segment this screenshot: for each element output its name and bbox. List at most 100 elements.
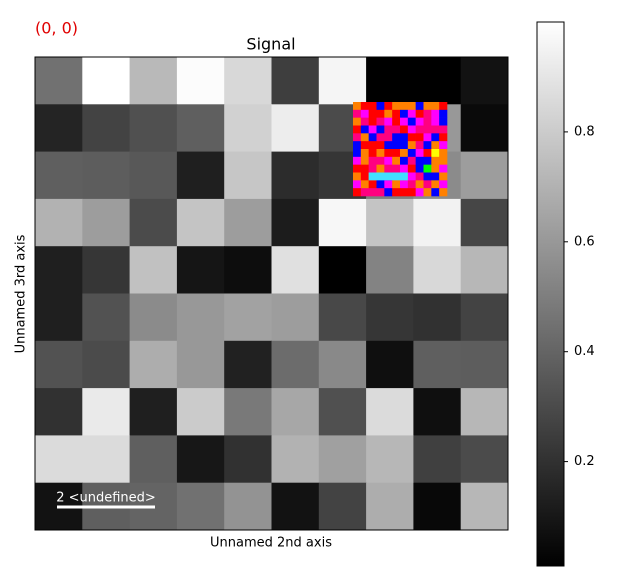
patch-pixel (376, 117, 385, 126)
heatmap-cell (82, 340, 131, 389)
heatmap-cell (271, 482, 320, 531)
heatmap-cell (35, 293, 83, 342)
patch-pixel (360, 117, 369, 126)
patch-pixel (439, 141, 448, 150)
patch-pixel (360, 156, 369, 165)
patch-pixel (392, 117, 401, 126)
patch-pixel (423, 102, 432, 111)
heatmap-cell (176, 293, 225, 342)
patch-pixel (368, 149, 377, 158)
patch-pixel (407, 188, 416, 197)
heatmap-cell (318, 246, 367, 294)
patch-pixel (407, 117, 416, 126)
heatmap-cell (35, 246, 83, 294)
heatmap-cell (35, 435, 83, 484)
heatmap-cell (366, 293, 414, 342)
heatmap-cell (318, 435, 367, 484)
patch-pixel (368, 109, 377, 118)
patch-pixel (415, 149, 424, 158)
patch-pixel (431, 172, 440, 181)
heatmap-cell (413, 198, 462, 247)
patch-pixel (423, 188, 432, 197)
patch-pixel (360, 180, 369, 189)
heatmap-cell (35, 388, 83, 436)
heatmap-cell (460, 151, 509, 200)
patch-pixel (431, 109, 440, 118)
heatmap-cell (129, 104, 178, 153)
patch-pixel (431, 149, 440, 158)
patch-pixel (384, 188, 393, 197)
heatmap-cell (413, 293, 462, 342)
heatmap-cell (224, 482, 272, 531)
patch-pixel (431, 141, 440, 150)
heatmap-cell (82, 198, 131, 247)
heatmap-cell (82, 104, 131, 153)
heatmap-cell (129, 57, 178, 105)
patch-pixel (360, 164, 369, 173)
patch-pixel (439, 156, 448, 165)
patch-pixel (392, 133, 401, 142)
heatmap-cell (271, 246, 320, 294)
colorbar-tick-label: 0.6 (574, 234, 595, 249)
heatmap-cell (82, 57, 131, 105)
patch-pixel (400, 102, 409, 111)
patch-pixel (353, 164, 362, 173)
heatmap-cell (224, 57, 272, 105)
patch-pixel (368, 125, 377, 134)
patch-pixel (415, 133, 424, 142)
patch-pixel (439, 164, 448, 173)
heatmap-cell (129, 246, 178, 294)
heatmap-cell (460, 435, 509, 484)
patch-pixel (431, 188, 440, 197)
heatmap-cell (271, 388, 320, 436)
patch-pixel (439, 109, 448, 118)
patch-pixel (400, 133, 409, 142)
patch-pixel (407, 180, 416, 189)
heatmap-cell (176, 104, 225, 153)
patch-pixel (353, 117, 362, 126)
patch-pixel (360, 149, 369, 158)
patch-pixel (400, 141, 409, 150)
patch-pixel (376, 180, 385, 189)
heatmap-cell (460, 198, 509, 247)
patch-pixel (439, 117, 448, 126)
patch-pixel (407, 109, 416, 118)
patch-pixel (384, 117, 393, 126)
heatmap-cell (413, 246, 462, 294)
overlay-patch (353, 102, 448, 197)
patch-pixel (423, 149, 432, 158)
patch-pixel (431, 125, 440, 134)
patch-pixel (400, 180, 409, 189)
heatmap-cell (413, 435, 462, 484)
colorbar-tick-label: 0.4 (574, 344, 595, 359)
patch-pixel (439, 133, 448, 142)
patch-pixel (376, 109, 385, 118)
heatmap-cell (271, 198, 320, 247)
heatmap-cell (176, 246, 225, 294)
heatmap-cell (129, 293, 178, 342)
patch-pixel (384, 125, 393, 134)
heatmap-cell (129, 340, 178, 389)
patch-pixel (392, 149, 401, 158)
patch-pixel (353, 149, 362, 158)
patch-pixel (384, 133, 393, 142)
heatmap-cell (318, 57, 367, 105)
patch-pixel (368, 133, 377, 142)
patch-pixel (384, 149, 393, 158)
patch-pixel (407, 164, 416, 173)
patch-pixel (384, 102, 393, 111)
patch-pixel (353, 172, 362, 181)
plot-frame (34, 56, 509, 531)
patch-pixel (384, 156, 393, 165)
heatmap-cell (82, 435, 131, 484)
patch-pixel (431, 133, 440, 142)
y-axis-label: Unnamed 3rd axis (14, 234, 29, 353)
patch-pixel (415, 180, 424, 189)
patch-pixel (431, 102, 440, 111)
patch-pixel (407, 172, 416, 181)
patch-pixel (384, 180, 393, 189)
patch-pixel (423, 156, 432, 165)
patch-pixel (423, 164, 432, 173)
patch-pixel (368, 117, 377, 126)
